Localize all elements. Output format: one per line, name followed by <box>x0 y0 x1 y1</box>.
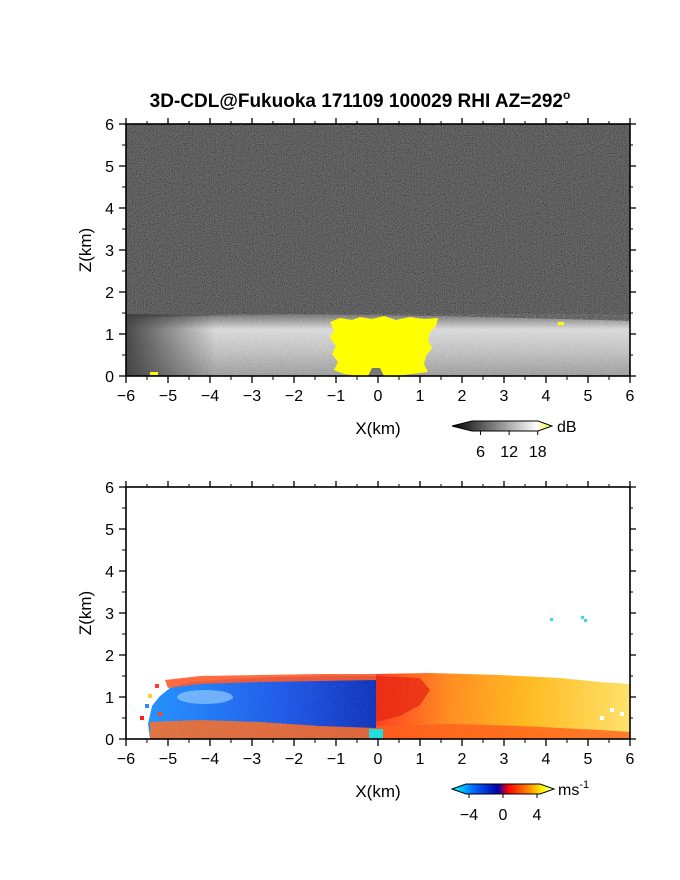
velocity-colorbar-unit: ms-1 <box>558 779 589 799</box>
x-tick-label: 6 <box>626 388 635 405</box>
velocity-tick-labels: −6 −5 −4 −3 −2 −1 0 1 2 3 4 5 6 0 1 2 3 4 5 6 <box>105 480 634 768</box>
isolated-point <box>550 618 553 621</box>
x-tick-label: 0 <box>374 751 383 768</box>
y-tick-label: 0 <box>105 732 114 749</box>
x-tick-label: 2 <box>458 388 467 405</box>
y-tick-label: 3 <box>105 606 114 623</box>
backscatter-colorbar-unit: dB <box>557 419 577 436</box>
x-tick-label: 3 <box>500 751 509 768</box>
y-tick-label: 1 <box>105 327 114 344</box>
backscatter-xlabel: X(km) <box>355 419 400 438</box>
x-tick-label: 5 <box>584 388 593 405</box>
y-tick-label: 2 <box>105 285 114 302</box>
backscatter-ylabel: Z(km) <box>76 228 95 272</box>
isolated-point <box>581 616 584 619</box>
colorbar-tick-label: 12 <box>500 444 518 461</box>
x-tick-label: 1 <box>416 388 425 405</box>
y-tick-label: 6 <box>105 480 114 497</box>
x-tick-label: −6 <box>117 388 135 405</box>
backscatter-colorbar: 6 12 18 dB <box>451 419 577 461</box>
x-tick-label: −5 <box>159 751 177 768</box>
x-tick-label: −6 <box>117 751 135 768</box>
x-tick-label: 4 <box>542 388 551 405</box>
velocity-panel: −6 −5 −4 −3 −2 −1 0 1 2 3 4 5 6 0 1 2 3 4 5 6 X(km) Z(km) −… <box>76 480 636 824</box>
x-tick-label: −5 <box>159 388 177 405</box>
velocity-image <box>126 487 630 739</box>
colorbar-tick-label: 0 <box>499 807 508 824</box>
velocity-xlabel: X(km) <box>355 782 400 801</box>
near-lidar-shadow <box>368 368 384 376</box>
backscatter-image <box>126 124 630 376</box>
colorbar-tick-label: 4 <box>533 807 542 824</box>
y-tick-label: 2 <box>105 648 114 665</box>
colorbar-tick-label: −4 <box>460 807 478 824</box>
x-tick-label: 0 <box>374 388 383 405</box>
x-tick-label: −3 <box>243 388 261 405</box>
velocity-axis-ticks <box>119 481 636 746</box>
x-tick-label: −2 <box>285 388 303 405</box>
colorbar-tick-label: 18 <box>529 444 547 461</box>
y-tick-label: 4 <box>105 201 114 218</box>
x-tick-label: −1 <box>327 751 345 768</box>
x-tick-label: −2 <box>285 751 303 768</box>
y-tick-label: 5 <box>105 159 114 176</box>
x-tick-label: 5 <box>584 751 593 768</box>
y-tick-label: 0 <box>105 369 114 386</box>
x-tick-label: −3 <box>243 751 261 768</box>
velocity-ylabel: Z(km) <box>76 591 95 635</box>
backscatter-tick-labels: −6 −5 −4 −3 −2 −1 0 1 2 3 4 5 6 0 1 2 3 4 5 6 <box>105 117 634 405</box>
x-tick-label: −4 <box>201 388 219 405</box>
x-tick-label: 4 <box>542 751 551 768</box>
x-tick-label: 1 <box>416 751 425 768</box>
velocity-colorbar: −4 0 4 ms-1 <box>450 779 589 824</box>
x-tick-label: 6 <box>626 751 635 768</box>
x-tick-label: 2 <box>458 751 467 768</box>
backscatter-axis-ticks <box>119 118 636 383</box>
colorbar-tick-label: 6 <box>476 444 485 461</box>
isolated-point <box>584 619 587 622</box>
y-tick-label: 5 <box>105 522 114 539</box>
y-tick-label: 6 <box>105 117 114 134</box>
chart-title: 3D-CDL@Fukuoka 171109 100029 RHI AZ=292o <box>150 88 571 112</box>
saturated-region <box>330 316 438 376</box>
degree-superscript: o <box>563 88 570 102</box>
x-tick-label: −4 <box>201 751 219 768</box>
y-tick-label: 3 <box>105 243 114 260</box>
x-tick-label: 3 <box>500 388 509 405</box>
x-tick-label: −1 <box>327 388 345 405</box>
y-tick-label: 1 <box>105 690 114 707</box>
y-tick-label: 4 <box>105 564 114 581</box>
chart-title-text: 3D-CDL@Fukuoka 171109 100029 RHI AZ=292 <box>150 91 563 112</box>
